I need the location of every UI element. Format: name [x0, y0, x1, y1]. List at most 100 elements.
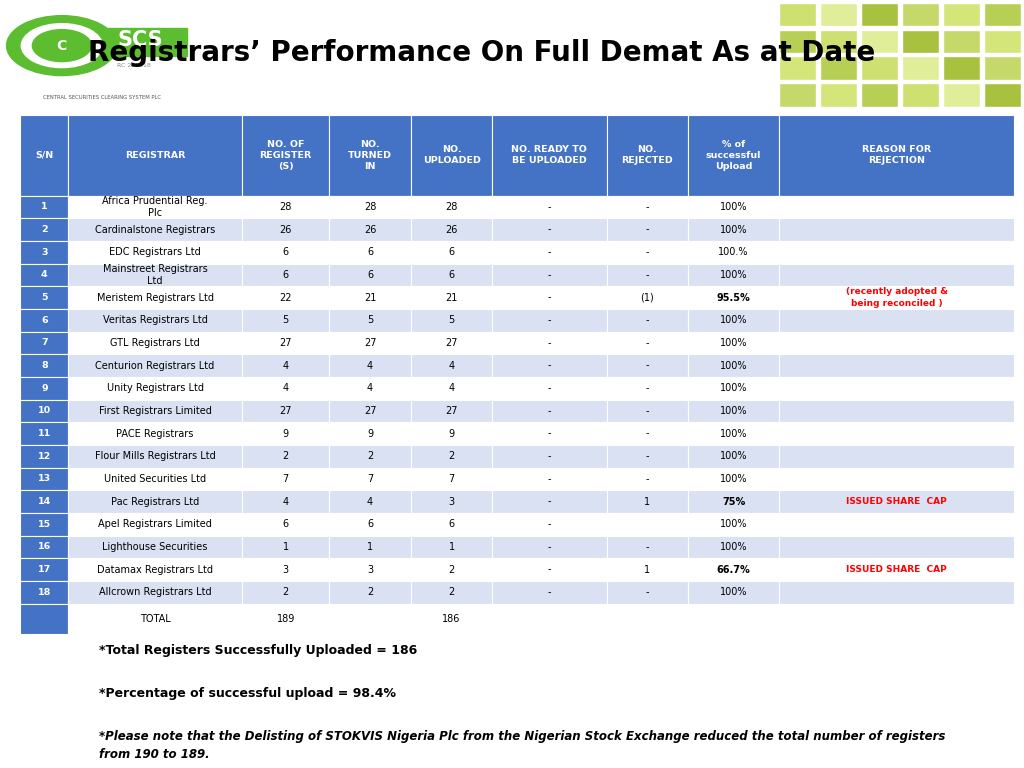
Text: *Please note that the Delisting of STOKVIS Nigeria Plc from the Nigerian Stock E: *Please note that the Delisting of STOKV… — [98, 730, 945, 761]
Bar — [69, 286, 242, 309]
Text: 22: 22 — [280, 293, 292, 303]
Bar — [984, 3, 1021, 26]
Text: SCS: SCS — [117, 30, 163, 50]
Text: Allcrown Registrars Ltd: Allcrown Registrars Ltd — [98, 588, 211, 598]
Text: 9: 9 — [41, 384, 48, 392]
Text: *Percentage of successful upload = 98.4%: *Percentage of successful upload = 98.4% — [98, 687, 395, 700]
Bar — [20, 377, 69, 399]
Bar — [493, 218, 606, 241]
Text: -: - — [548, 293, 551, 303]
Bar — [820, 29, 857, 53]
Bar — [69, 604, 242, 634]
Text: 100%: 100% — [720, 360, 748, 370]
Bar — [688, 354, 779, 377]
Bar — [20, 354, 69, 377]
Bar — [688, 513, 779, 535]
Text: -: - — [645, 406, 649, 416]
Bar — [242, 399, 330, 422]
Text: 1: 1 — [644, 497, 650, 507]
Text: 8: 8 — [41, 361, 48, 370]
Bar — [902, 84, 939, 107]
Text: GTL Registrars Ltd: GTL Registrars Ltd — [111, 338, 200, 348]
Bar — [493, 468, 606, 490]
Bar — [493, 604, 606, 634]
Bar — [69, 196, 242, 218]
Bar — [69, 241, 242, 263]
Text: 26: 26 — [445, 224, 458, 234]
Text: 100%: 100% — [720, 383, 748, 393]
Text: -: - — [645, 338, 649, 348]
Text: -: - — [548, 429, 551, 439]
Text: SCS: SCS — [117, 30, 163, 50]
Bar — [688, 332, 779, 354]
Bar — [20, 286, 69, 309]
Text: 6: 6 — [283, 270, 289, 280]
Bar — [688, 445, 779, 468]
Bar — [95, 28, 187, 55]
Text: 27: 27 — [280, 338, 292, 348]
Text: CENTRAL SECURITIES CLEARING SYSTEM PLC: CENTRAL SECURITIES CLEARING SYSTEM PLC — [43, 94, 162, 100]
Bar — [69, 422, 242, 445]
Bar — [330, 377, 411, 399]
Bar — [242, 468, 330, 490]
Bar — [861, 3, 898, 26]
Bar — [493, 196, 606, 218]
Text: -: - — [548, 202, 551, 212]
Bar — [20, 604, 69, 634]
Bar — [20, 535, 69, 558]
Text: 5: 5 — [283, 315, 289, 325]
Bar — [242, 286, 330, 309]
Text: 26: 26 — [364, 224, 376, 234]
Bar — [411, 332, 493, 354]
Text: -: - — [548, 542, 551, 552]
Text: 4: 4 — [367, 360, 373, 370]
Text: 100%: 100% — [720, 202, 748, 212]
Text: 14: 14 — [38, 497, 51, 506]
Bar — [779, 399, 1014, 422]
Text: United Securities Ltd: United Securities Ltd — [104, 474, 206, 484]
Text: 100%: 100% — [720, 429, 748, 439]
Bar — [861, 57, 898, 80]
Bar — [943, 57, 980, 80]
Bar — [242, 513, 330, 535]
Bar — [69, 535, 242, 558]
Text: 27: 27 — [445, 338, 458, 348]
Bar — [411, 513, 493, 535]
Bar — [606, 468, 688, 490]
Text: 4: 4 — [283, 360, 289, 370]
Bar — [69, 513, 242, 535]
Bar — [943, 3, 980, 26]
Bar — [330, 196, 411, 218]
Text: 2: 2 — [449, 588, 455, 598]
Bar — [943, 84, 980, 107]
Text: 4: 4 — [367, 383, 373, 393]
Bar — [493, 354, 606, 377]
Text: 100%: 100% — [720, 406, 748, 416]
Text: 16: 16 — [38, 542, 51, 551]
Bar — [20, 445, 69, 468]
Text: (recently adopted &
being reconciled ): (recently adopted & being reconciled ) — [846, 287, 947, 308]
Text: 9: 9 — [449, 429, 455, 439]
Bar — [330, 558, 411, 581]
Text: 7: 7 — [367, 474, 373, 484]
Text: 1: 1 — [644, 564, 650, 574]
Bar — [330, 354, 411, 377]
Text: 28: 28 — [445, 202, 458, 212]
Text: NO. READY TO
BE UPLOADED: NO. READY TO BE UPLOADED — [511, 145, 588, 165]
Text: 4: 4 — [283, 497, 289, 507]
Text: C: C — [56, 38, 67, 53]
Text: 4: 4 — [367, 497, 373, 507]
Bar — [688, 115, 779, 196]
Bar — [902, 57, 939, 80]
Text: 12: 12 — [38, 452, 51, 461]
Bar — [242, 263, 330, 286]
Text: 4: 4 — [41, 270, 48, 280]
Bar — [242, 332, 330, 354]
Text: 1: 1 — [367, 542, 373, 552]
Bar — [411, 286, 493, 309]
Text: 2: 2 — [367, 452, 373, 462]
Text: 100%: 100% — [720, 542, 748, 552]
Text: Datamax Registrars Ltd: Datamax Registrars Ltd — [97, 564, 213, 574]
Text: 100%: 100% — [720, 224, 748, 234]
Text: 6: 6 — [367, 270, 373, 280]
